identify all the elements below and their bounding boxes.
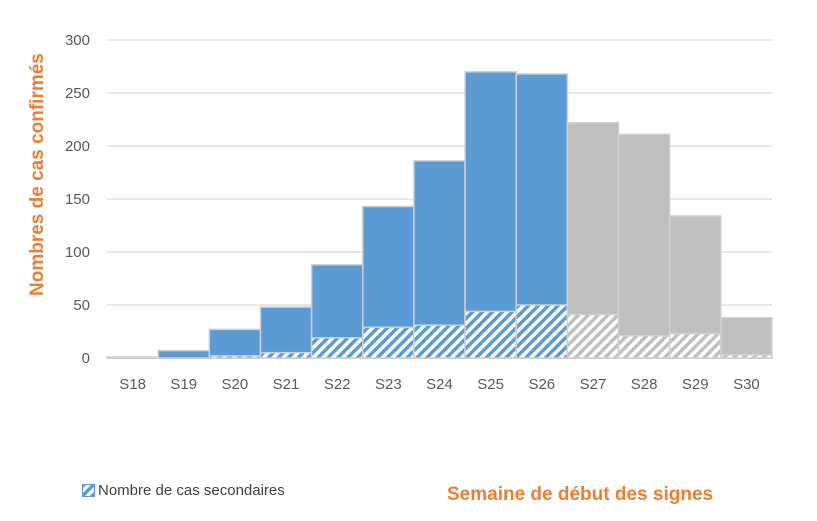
legend-label: Nombre de cas secondaires — [98, 482, 285, 499]
bar-total — [720, 316, 773, 359]
y-tick-label: 100 — [65, 244, 90, 261]
x-axis-label: Semaine de début des signes — [447, 484, 714, 505]
y-tick-label: 250 — [65, 85, 90, 102]
bar-secondary — [259, 351, 313, 359]
legend-swatch-hatched — [82, 484, 95, 497]
bar-secondary — [464, 310, 517, 359]
x-tick-label: S30 — [733, 376, 760, 393]
bar-total — [157, 349, 211, 359]
x-tick-label: S25 — [477, 376, 504, 393]
bar-total — [464, 71, 517, 359]
bar-secondary — [720, 354, 773, 359]
x-tick-label: S28 — [631, 376, 658, 393]
bar-secondary — [413, 324, 466, 359]
bar-secondary — [362, 326, 415, 359]
bar-total — [106, 356, 159, 359]
bar-total — [617, 133, 671, 359]
x-tick-label: S26 — [528, 376, 555, 393]
y-axis-label: Nombres de cas confirmés — [27, 53, 48, 296]
bar-secondary — [515, 304, 569, 359]
x-tick-label: S22 — [324, 376, 351, 393]
x-tick-label: S19 — [170, 376, 197, 393]
x-tick-label: S18 — [119, 376, 146, 393]
legend: Nombre de cas secondaires — [82, 482, 285, 499]
x-tick-label: S29 — [682, 376, 709, 393]
x-tick-label: S27 — [580, 376, 607, 393]
bar-total — [259, 306, 313, 359]
y-tick-label: 50 — [73, 297, 90, 314]
x-tick-label: S20 — [222, 376, 249, 393]
y-tick-label: 150 — [65, 191, 90, 208]
bar-secondary — [668, 332, 722, 359]
bar-secondary — [566, 313, 620, 359]
y-tick-label: 0 — [82, 350, 90, 367]
x-tick-label: S24 — [426, 376, 453, 393]
x-tick-label: S23 — [375, 376, 402, 393]
bar-secondary — [617, 334, 671, 359]
bar-total — [208, 328, 262, 359]
x-tick-label: S21 — [273, 376, 300, 393]
y-tick-label: 200 — [65, 138, 90, 155]
bar-secondary — [310, 337, 364, 359]
y-tick-label: 300 — [65, 32, 90, 49]
bar-secondary — [208, 355, 262, 359]
